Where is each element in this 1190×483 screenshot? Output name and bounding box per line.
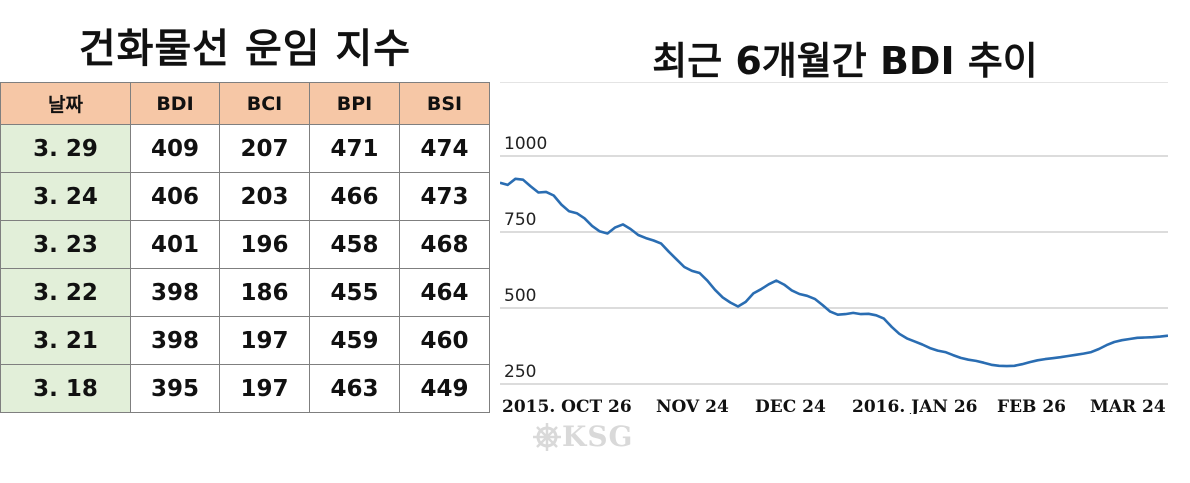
date-cell: 3. 23 — [0, 220, 131, 269]
bci-cell: 197 — [219, 364, 310, 413]
date-cell: 3. 29 — [0, 124, 131, 173]
bpi-cell: 458 — [309, 220, 400, 269]
bdi-cell: 395 — [130, 364, 220, 413]
y-tick-label: 500 — [504, 286, 536, 306]
bpi-cell: 455 — [309, 268, 400, 317]
x-tick-label: NOV 24 — [656, 397, 729, 414]
header-bsi: BSI — [399, 82, 490, 125]
table-title: 건화물선 운임 지수 — [78, 26, 412, 72]
bsi-cell: 460 — [399, 316, 490, 365]
bsi-cell: 464 — [399, 268, 490, 317]
x-tick-label: MAR 24 — [1090, 397, 1166, 414]
ship-wheel-icon — [533, 423, 561, 451]
x-tick-label: 2015. OCT 26 — [502, 397, 632, 414]
bsi-cell: 473 — [399, 172, 490, 221]
date-cell: 3. 21 — [0, 316, 131, 365]
table-row: 3. 21 398 197 459 460 — [0, 316, 490, 365]
table-header-row: 날짜 BDI BCI BPI BSI — [0, 82, 490, 125]
bdi-cell: 406 — [130, 172, 220, 221]
header-bci: BCI — [219, 82, 310, 125]
bdi-cell: 398 — [130, 316, 220, 365]
table-row: 3. 29 409 207 471 474 — [0, 124, 490, 173]
table-row: 3. 24 406 203 466 473 — [0, 172, 490, 221]
date-cell: 3. 22 — [0, 268, 131, 317]
watermark-text: KSG — [562, 420, 634, 453]
x-tick-label: DEC 24 — [755, 397, 826, 414]
bdi-cell: 398 — [130, 268, 220, 317]
bci-cell: 186 — [219, 268, 310, 317]
bpi-cell: 466 — [309, 172, 400, 221]
bci-cell: 203 — [219, 172, 310, 221]
header-date: 날짜 — [0, 82, 131, 125]
header-bdi: BDI — [130, 82, 220, 125]
table-row: 3. 23 401 196 458 468 — [0, 220, 490, 269]
bdi-cell: 401 — [130, 220, 220, 269]
x-tick-label: FEB 26 — [997, 397, 1066, 414]
bsi-cell: 449 — [399, 364, 490, 413]
bci-cell: 197 — [219, 316, 310, 365]
bdi-line-chart: 1000 750 500 250 2015. OCT 26 NOV 24 DEC 24 201… — [500, 82, 1168, 414]
freight-index-table: 날짜 BDI BCI BPI BSI 3. 29 409 207 471 474… — [0, 82, 490, 413]
y-tick-label: 750 — [504, 210, 536, 230]
bpi-cell: 459 — [309, 316, 400, 365]
date-cell: 3. 18 — [0, 364, 131, 413]
bdi-cell: 409 — [130, 124, 220, 173]
table-row: 3. 22 398 186 455 464 — [0, 268, 490, 317]
bpi-cell: 463 — [309, 364, 400, 413]
bdi-series-line — [500, 177, 1168, 368]
chart-title: 최근 6개월간 BDI 추이 — [652, 39, 1038, 83]
bsi-cell: 468 — [399, 220, 490, 269]
date-cell: 3. 24 — [0, 172, 131, 221]
chart-svg: 1000 750 500 250 2015. OCT 26 NOV 24 DEC 24 201… — [500, 82, 1168, 414]
ksg-watermark: KSG — [532, 418, 672, 454]
header-bpi: BPI — [309, 82, 400, 125]
x-tick-label: 2016. JAN 26 — [852, 397, 978, 414]
bci-cell: 207 — [219, 124, 310, 173]
bci-cell: 196 — [219, 220, 310, 269]
y-tick-label: 250 — [504, 362, 536, 382]
bpi-cell: 471 — [309, 124, 400, 173]
table-row: 3. 18 395 197 463 449 — [0, 364, 490, 413]
bsi-cell: 474 — [399, 124, 490, 173]
y-tick-label: 1000 — [504, 134, 547, 154]
